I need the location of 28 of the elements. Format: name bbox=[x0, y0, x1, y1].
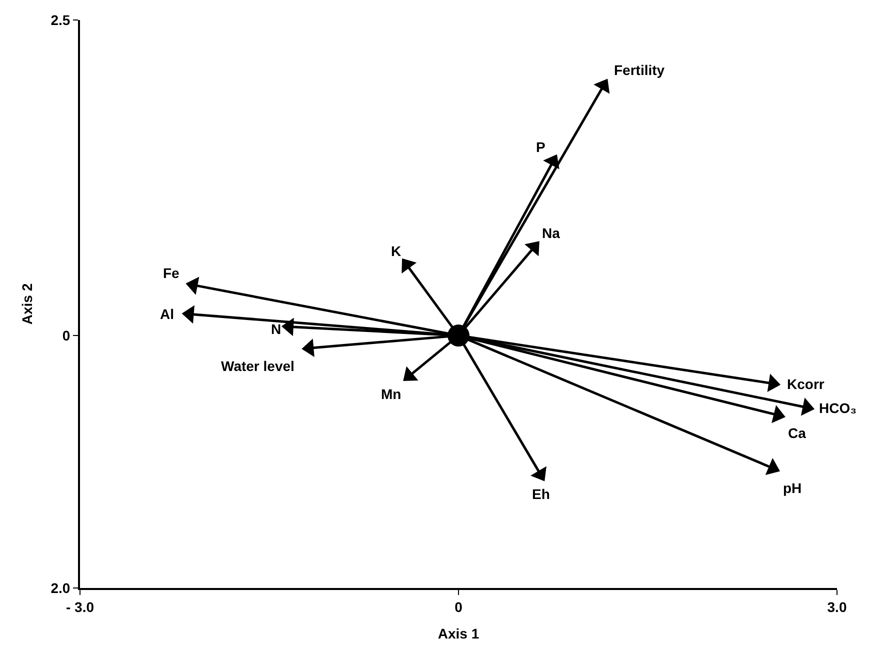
annotation: Eh bbox=[532, 486, 550, 502]
y-axis-title: Axis 2 bbox=[18, 283, 35, 325]
annotation: Kcorr bbox=[787, 376, 825, 392]
annotation: Al bbox=[160, 306, 174, 322]
y-tick-label: 2.5 bbox=[50, 12, 70, 28]
annotation: pH bbox=[783, 480, 802, 496]
point bbox=[767, 374, 781, 392]
annotation: Water level bbox=[221, 358, 294, 374]
annotation: Fertility bbox=[614, 62, 665, 78]
x-tick-label: 0 bbox=[454, 598, 463, 615]
point bbox=[772, 405, 786, 424]
annotation: N bbox=[271, 321, 282, 337]
point bbox=[765, 458, 780, 476]
annotation: Ca bbox=[788, 425, 806, 441]
y-tick-label: 0 bbox=[62, 327, 70, 344]
x-tick-label: - 3.0 bbox=[66, 598, 94, 615]
annotation: Fe bbox=[163, 265, 180, 281]
annotation: P bbox=[536, 139, 546, 155]
point bbox=[800, 398, 815, 416]
x-tick-label: 3.0 bbox=[827, 598, 847, 615]
y-tick-label: 2.0 bbox=[50, 580, 70, 596]
point bbox=[186, 276, 200, 295]
x-axis-title: Axis 1 bbox=[438, 626, 480, 642]
annotation: K bbox=[391, 243, 402, 259]
annotation: HCO₃ bbox=[819, 400, 857, 416]
annotation: Mn bbox=[381, 386, 402, 402]
annotation: Na bbox=[542, 225, 560, 241]
point bbox=[530, 466, 546, 482]
